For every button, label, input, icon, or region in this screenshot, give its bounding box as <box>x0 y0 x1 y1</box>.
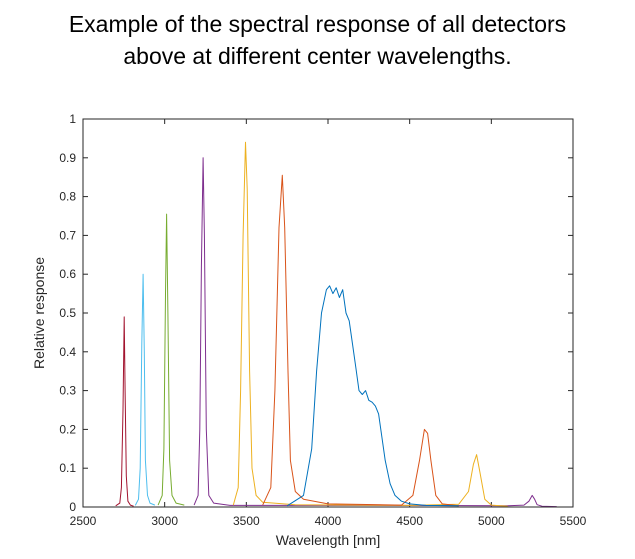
series-line-1 <box>115 316 134 507</box>
x-axis-label: Wavelength [nm] <box>276 532 381 548</box>
y-tick-label: 0.1 <box>59 461 76 475</box>
y-tick-label: 0.5 <box>59 306 76 320</box>
y-tick-label: 0.2 <box>59 422 76 436</box>
plot-area-box <box>82 118 574 508</box>
series-line-2 <box>134 273 156 506</box>
chart-title: Example of the spectral response of all … <box>0 8 635 72</box>
series-line-4 <box>193 157 557 508</box>
x-tick-label: 5500 <box>560 514 587 528</box>
x-tick-label: 3500 <box>233 514 260 528</box>
y-tick-label: 0.4 <box>59 345 76 359</box>
y-tick-label: 0.8 <box>59 190 76 204</box>
x-tick-label: 4500 <box>396 514 423 528</box>
x-tick-label: 4000 <box>315 514 342 528</box>
series-line-5 <box>232 141 508 507</box>
series-line-3 <box>157 213 185 506</box>
x-tick-label: 5000 <box>478 514 505 528</box>
series-lines <box>115 141 557 508</box>
chart-title-line-2: above at different center wavelengths. <box>123 43 512 69</box>
series-line-6 <box>262 174 459 507</box>
x-tick-label: 2500 <box>70 514 97 528</box>
series-line-7 <box>286 285 459 507</box>
y-tick-label: 1 <box>69 112 76 126</box>
x-tick-label: 3000 <box>151 514 178 528</box>
y-tick-label: 0.9 <box>59 151 76 165</box>
y-axis-label: Relative response <box>31 257 47 369</box>
y-tick-label: 0.3 <box>59 384 76 398</box>
y-tick-label: 0 <box>69 500 76 514</box>
tick-labels: 2500 3000 3500 4000 4500 5000 5500 0 0.1 0.2 0.3 0.… <box>59 112 586 528</box>
axis-ticks <box>82 118 574 508</box>
chart-title-line-1: Example of the spectral response of all … <box>68 11 567 37</box>
y-tick-label: 0.7 <box>59 228 76 242</box>
y-tick-label: 0.6 <box>59 267 76 281</box>
